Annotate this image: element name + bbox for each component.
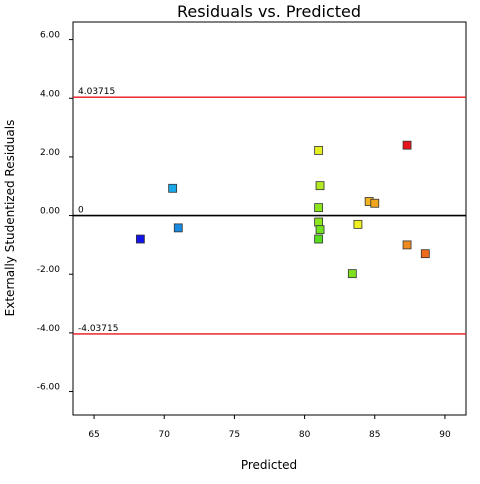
reference-line-label: -4.03715 — [78, 324, 118, 334]
x-axis-label: Predicted — [241, 458, 297, 472]
data-point — [353, 219, 363, 229]
plot-area — [72, 21, 467, 416]
y-tick-label: -4.00 — [37, 324, 61, 334]
reference-line-label: 4.03715 — [78, 87, 115, 97]
data-point — [370, 198, 380, 208]
reference-line-label: 0 — [78, 206, 84, 216]
data-point — [402, 140, 412, 150]
data-points — [135, 140, 430, 279]
chart-title: Residuals vs. Predicted — [177, 2, 361, 21]
plot-border — [72, 21, 467, 416]
data-point — [315, 225, 325, 235]
data-point — [168, 183, 178, 193]
data-point — [314, 217, 324, 227]
y-axis-label: Externally Studentized Residuals — [3, 120, 17, 317]
x-tick-label: 70 — [159, 430, 171, 440]
data-point — [135, 234, 145, 244]
x-tick-label: 90 — [439, 430, 451, 440]
x-tick-label: 85 — [369, 430, 380, 440]
data-point — [347, 269, 357, 279]
y-tick-label: 4.00 — [40, 89, 60, 99]
y-tick-label: 6.00 — [40, 31, 60, 41]
y-tick-label: -6.00 — [37, 383, 61, 393]
data-point — [402, 240, 412, 250]
data-point — [314, 234, 324, 244]
y-axis: 6.00 4.00 2.00 0.00 -2.00 -4.00 -6.00 — [37, 31, 73, 393]
y-tick-label: 2.00 — [40, 148, 60, 158]
data-point — [420, 249, 430, 259]
data-point — [314, 203, 324, 213]
x-axis: 65 70 75 80 85 90 — [88, 415, 451, 440]
reference-lines: 4.03715 0 -4.03715 — [73, 87, 466, 335]
data-point — [315, 181, 325, 191]
x-tick-label: 80 — [299, 430, 311, 440]
y-tick-label: 0.00 — [40, 207, 60, 217]
data-point — [314, 146, 324, 155]
x-tick-label: 65 — [88, 430, 99, 440]
x-tick-label: 75 — [229, 430, 240, 440]
y-tick-label: -2.00 — [37, 265, 61, 275]
data-point — [173, 223, 183, 233]
